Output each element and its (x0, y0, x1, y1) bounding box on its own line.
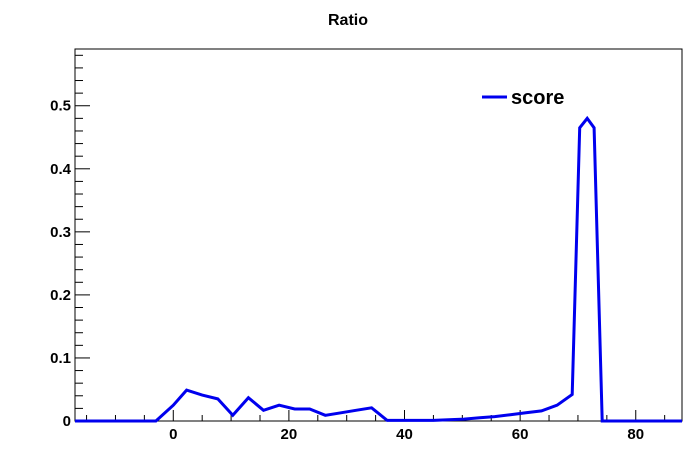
y-axis: 0 0.1 0.2 0.3 0.4 0.5 (50, 54, 90, 430)
y-tick-label: 0.1 (50, 350, 71, 367)
plot-frame (74, 48, 683, 422)
legend-label: score (511, 87, 564, 109)
x-tick-label: 0 (169, 426, 177, 443)
y-tick-label: 0.2 (50, 287, 71, 304)
chart-title: Ratio (328, 12, 368, 29)
y-tick-label: 0 (63, 413, 71, 430)
series-line-score (75, 115, 682, 423)
y-tick-label: 0.5 (50, 98, 71, 115)
y-tick-label: 0.3 (50, 224, 71, 241)
legend: score (482, 87, 564, 109)
series-layer (75, 115, 682, 423)
x-tick-label: 40 (396, 426, 413, 443)
x-tick-label: 60 (512, 426, 529, 443)
y-tick-label: 0.4 (50, 161, 72, 178)
x-tick-label: 80 (627, 426, 644, 443)
x-tick-label: 20 (281, 426, 298, 443)
